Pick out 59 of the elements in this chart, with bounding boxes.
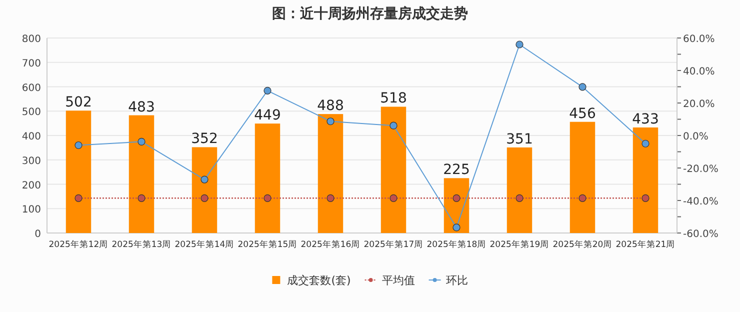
point <box>326 118 334 126</box>
legend-label: 环比 <box>446 274 468 287</box>
data-label: 433 <box>632 111 659 128</box>
data-label: 483 <box>128 99 155 116</box>
x-tick-label: 2025年第12周 <box>48 239 108 250</box>
y2-tick-label: 20.0% <box>683 99 715 110</box>
bar <box>192 147 218 233</box>
point <box>578 83 586 91</box>
point <box>452 224 460 232</box>
y-tick-label: 200 <box>22 180 41 192</box>
x-tick-label: 2025年第19周 <box>490 239 550 250</box>
y2-tick-label: -60.0% <box>683 229 718 240</box>
data-label: 352 <box>191 131 218 148</box>
y-tick-label: 400 <box>22 132 41 142</box>
y-tick-label: 700 <box>22 58 41 70</box>
y2-tick-label: -40.0% <box>683 196 718 208</box>
y2-tick-label: 0.0% <box>683 132 708 142</box>
point <box>642 140 650 148</box>
x-tick-label: 2025年第17周 <box>364 239 424 250</box>
y-tick-label: 100 <box>22 204 41 216</box>
data-label: 518 <box>380 90 407 107</box>
y-tick-label: 800 <box>22 34 41 45</box>
point <box>390 122 398 130</box>
data-label: 449 <box>254 108 281 124</box>
data-label: 351 <box>506 131 533 148</box>
bar <box>632 127 658 233</box>
x-tick-label: 2025年第21周 <box>616 239 676 250</box>
legend-label: 平均值 <box>382 274 415 287</box>
point <box>264 86 272 94</box>
point <box>516 40 524 48</box>
y-tick-label: 500 <box>22 107 41 118</box>
y-tick-label: 600 <box>22 82 41 94</box>
y2-tick-label: 40.0% <box>683 66 715 78</box>
bar <box>128 115 154 233</box>
x-tick-label: 2025年第13周 <box>112 239 172 250</box>
point <box>138 138 146 146</box>
data-label: 456 <box>569 106 596 122</box>
x-tick-label: 2025年第14周 <box>174 239 234 250</box>
y2-tick-label: 60.0% <box>683 34 715 45</box>
chart-title: 图：近十周扬州存量房成交走势 <box>272 5 468 22</box>
x-tick-label: 2025年第20周 <box>552 239 612 250</box>
data-label: 488 <box>317 98 344 114</box>
bar <box>506 147 532 233</box>
bar <box>66 110 92 233</box>
bar <box>254 124 280 233</box>
point <box>74 141 82 150</box>
bar <box>570 122 596 233</box>
data-label: 225 <box>443 162 470 178</box>
point <box>200 176 208 184</box>
x-tick-label: 2025年第16周 <box>300 239 360 250</box>
x-tick-label: 2025年第15周 <box>238 239 298 250</box>
bar <box>380 106 406 233</box>
y-tick-label: 300 <box>22 156 41 167</box>
data-label: 502 <box>65 94 92 111</box>
legend-label: 成交套数(套) <box>287 274 351 287</box>
y-tick-label: 0 <box>34 229 41 240</box>
bar <box>318 114 344 233</box>
y2-tick-label: -20.0% <box>683 164 718 175</box>
x-tick-label: 2025年第18周 <box>426 239 486 250</box>
